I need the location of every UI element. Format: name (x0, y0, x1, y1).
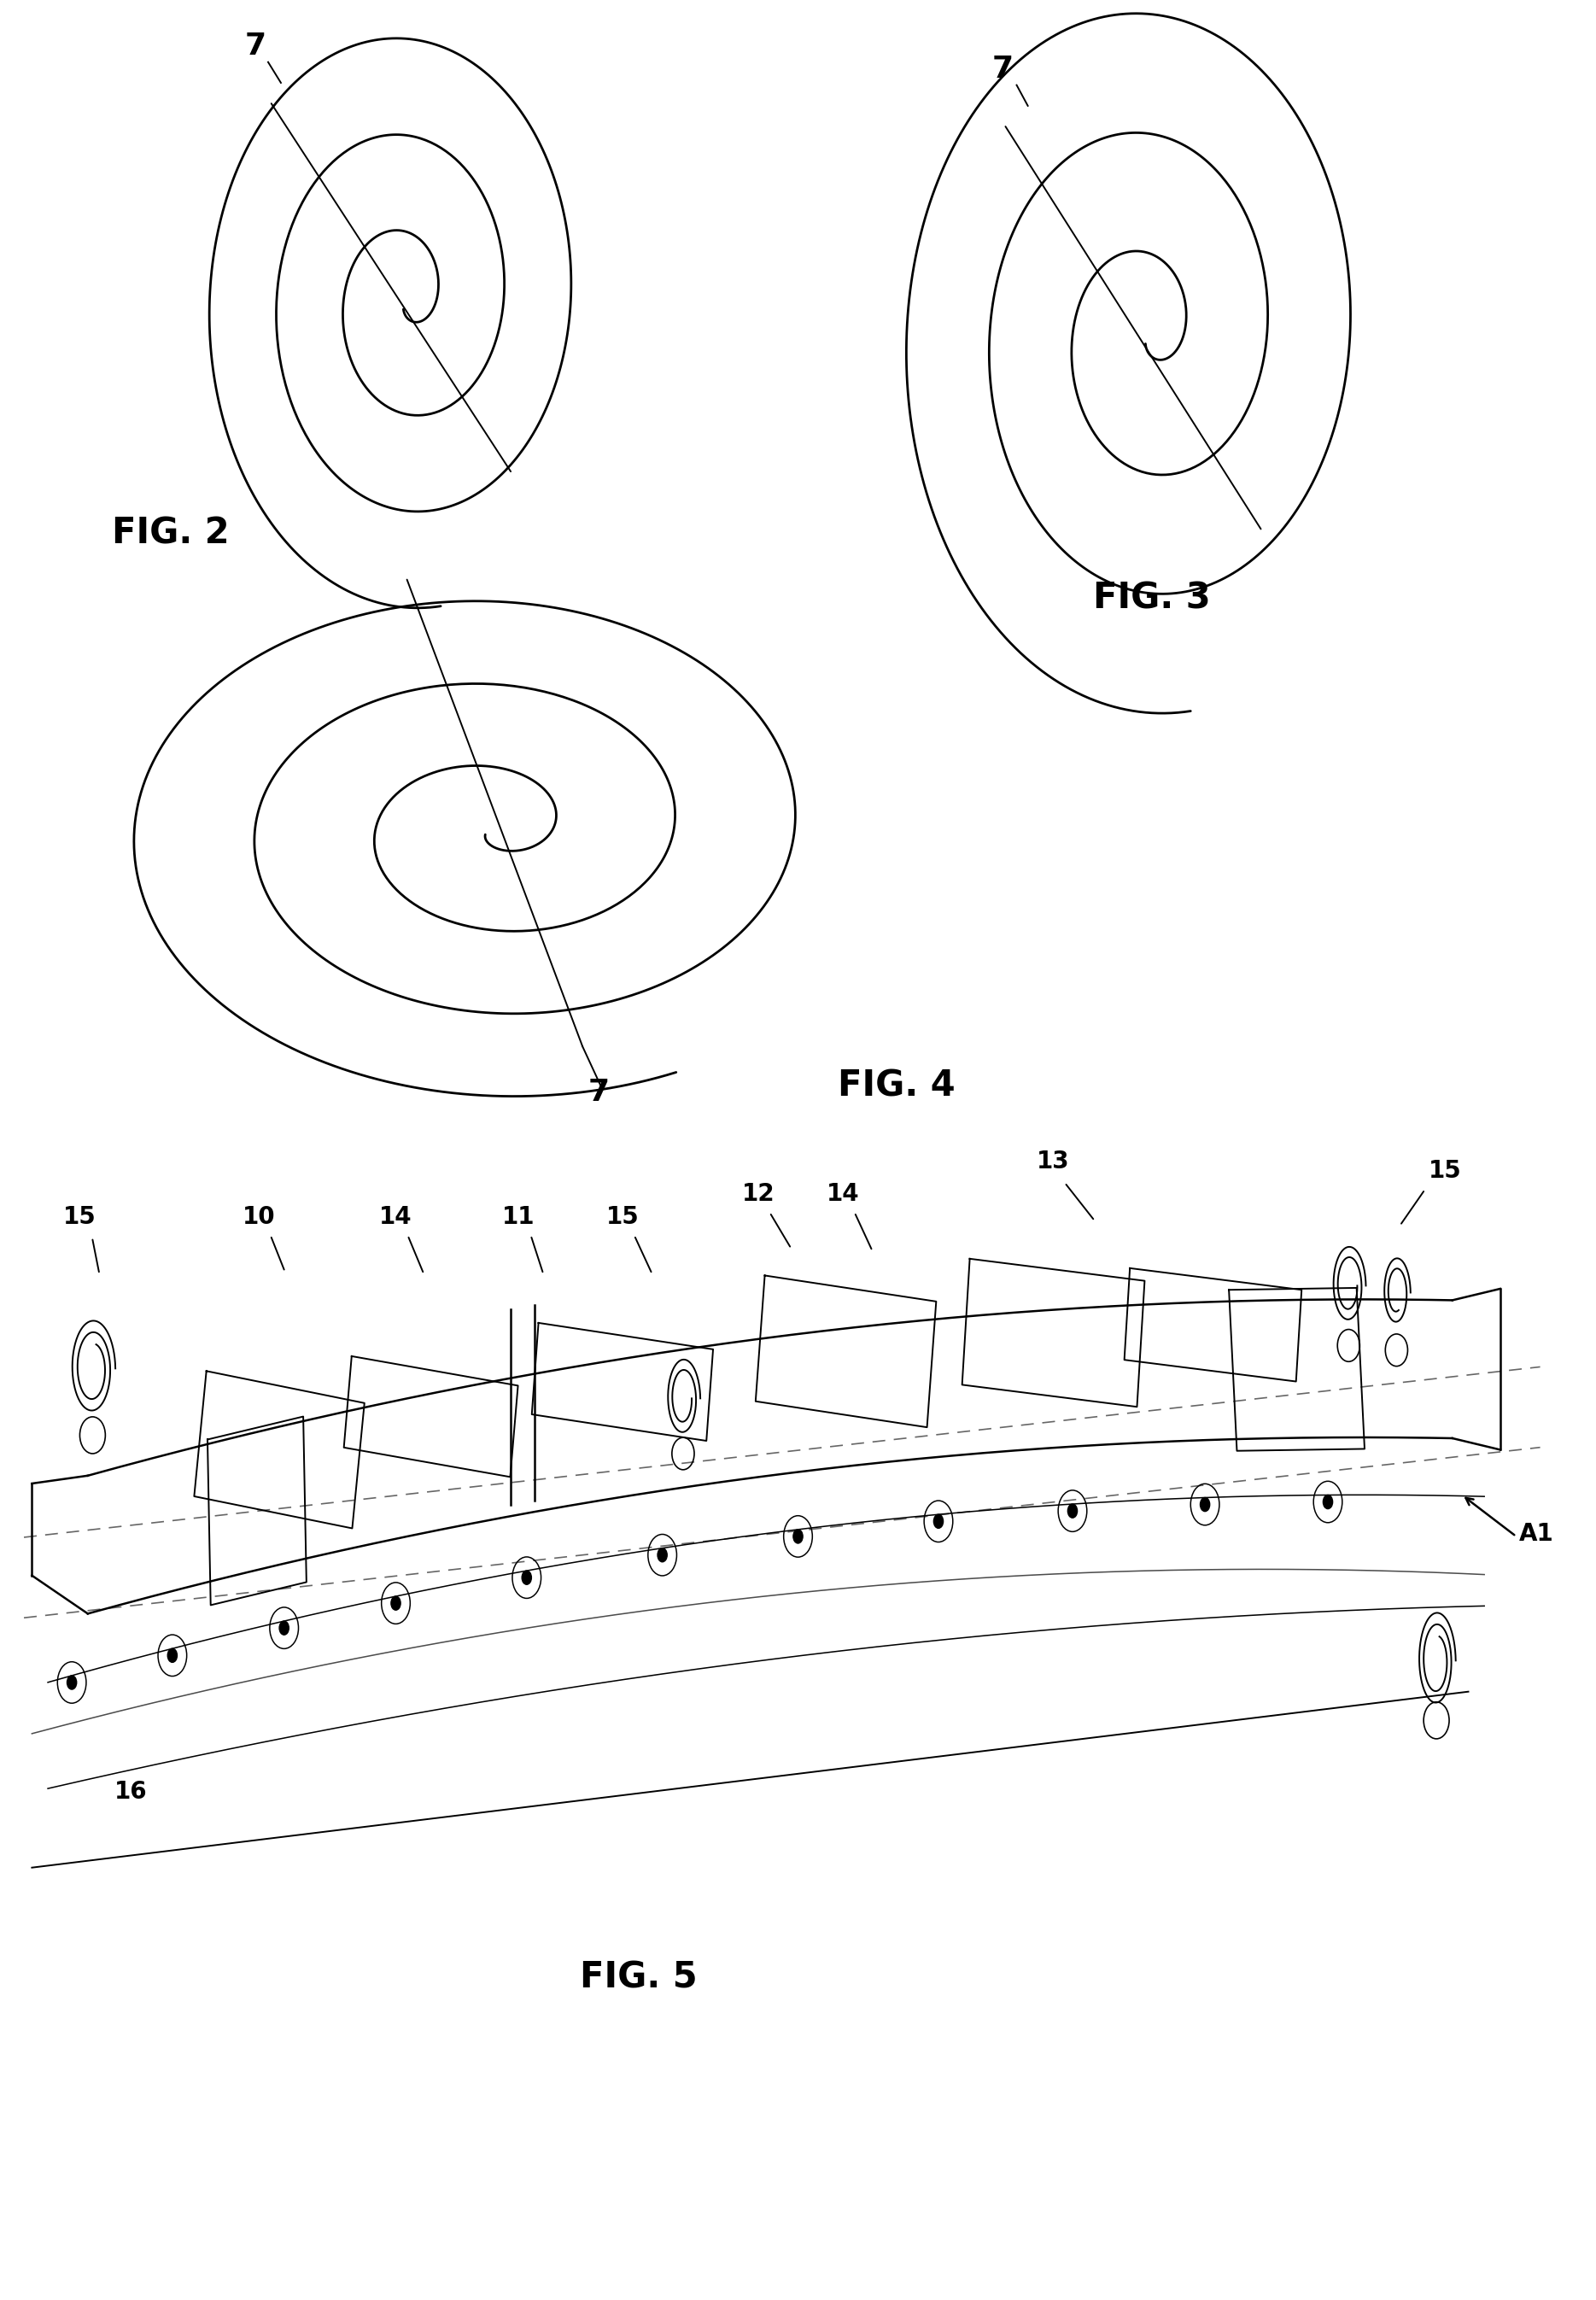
Circle shape (67, 1677, 77, 1690)
Text: 14: 14 (380, 1205, 412, 1228)
Text: 7: 7 (587, 1079, 610, 1106)
Circle shape (168, 1649, 177, 1663)
Text: A1: A1 (1519, 1523, 1555, 1546)
Text: 15: 15 (64, 1205, 96, 1228)
Circle shape (934, 1513, 943, 1527)
Text: 7: 7 (991, 55, 1013, 83)
Text: FIG. 5: FIG. 5 (579, 1960, 697, 1996)
Text: 13: 13 (1037, 1150, 1069, 1173)
Circle shape (522, 1571, 531, 1585)
Circle shape (391, 1596, 401, 1610)
Text: 7: 7 (244, 32, 267, 60)
Circle shape (658, 1548, 667, 1562)
Text: 15: 15 (606, 1205, 638, 1228)
Text: 11: 11 (503, 1205, 535, 1228)
Text: 16: 16 (115, 1780, 147, 1803)
Circle shape (1323, 1495, 1333, 1509)
Circle shape (1200, 1497, 1210, 1511)
Text: 14: 14 (827, 1182, 859, 1205)
Text: FIG. 3: FIG. 3 (1093, 580, 1211, 616)
Circle shape (793, 1530, 803, 1543)
Text: 12: 12 (742, 1182, 774, 1205)
Text: FIG. 4: FIG. 4 (838, 1067, 956, 1104)
Text: 15: 15 (1428, 1159, 1462, 1182)
Text: 10: 10 (243, 1205, 275, 1228)
Circle shape (279, 1622, 289, 1635)
Text: FIG. 2: FIG. 2 (112, 515, 230, 552)
Circle shape (1068, 1504, 1077, 1518)
